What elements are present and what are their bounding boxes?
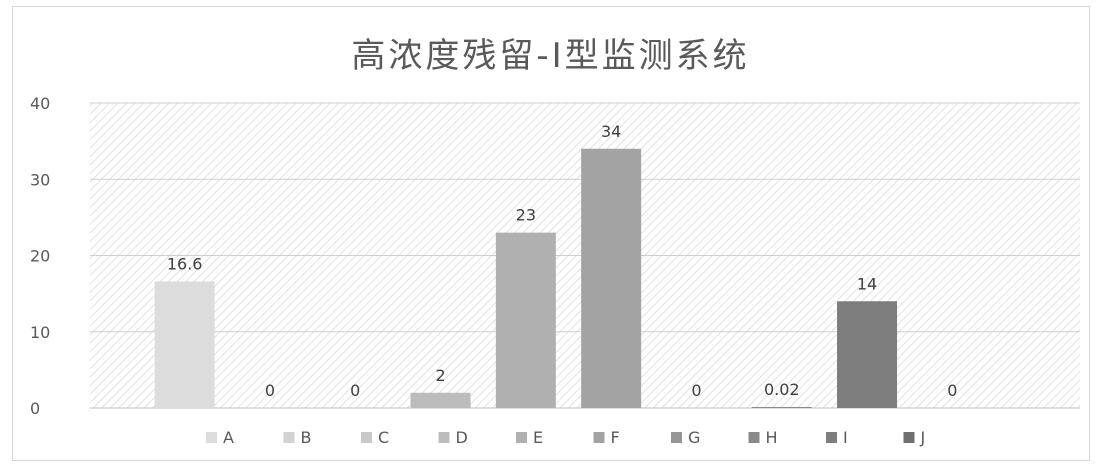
legend-label-d: D — [456, 428, 468, 447]
data-label-i: 14 — [857, 274, 877, 293]
bar-e — [495, 232, 556, 408]
y-tick-label: 30 — [30, 170, 50, 189]
legend-label-h: H — [766, 428, 778, 447]
legend-label-j: J — [920, 428, 926, 447]
legend-swatch-c — [361, 432, 372, 443]
chart-title: 高浓度残留-I型监测系统 — [351, 36, 750, 76]
data-label-g: 0 — [691, 381, 701, 400]
y-tick-label: 20 — [30, 247, 50, 266]
legend-swatch-b — [283, 432, 295, 443]
bar-h — [751, 407, 812, 408]
data-label-b: 0 — [265, 381, 275, 400]
legend-label-b: B — [301, 428, 312, 447]
data-label-h: 0.02 — [764, 380, 800, 399]
bar-d — [410, 392, 471, 408]
data-label-c: 0 — [350, 381, 360, 400]
legend-swatch-i — [826, 432, 837, 443]
data-label-e: 23 — [516, 206, 536, 225]
legend-label-c: C — [378, 428, 389, 447]
y-tick-label: 0 — [30, 399, 40, 418]
legend: A B C D E F G H I J — [206, 428, 925, 447]
legend-label-g: G — [688, 428, 700, 447]
legend-swatch-j — [903, 432, 915, 443]
legend-label-f: F — [611, 428, 620, 447]
y-tick-label: 40 — [30, 94, 50, 113]
data-label-d: 2 — [435, 366, 445, 385]
legend-label-e: E — [533, 428, 543, 447]
bar-f — [581, 148, 642, 408]
legend-swatch-d — [438, 432, 450, 443]
legend-swatch-e — [516, 432, 527, 443]
bar-a — [154, 281, 215, 408]
legend-swatch-h — [748, 432, 760, 443]
legend-swatch-a — [206, 432, 217, 443]
data-label-a: 16.6 — [167, 254, 203, 273]
data-label-j: 0 — [947, 381, 957, 400]
legend-swatch-g — [671, 432, 682, 443]
y-tick-label: 10 — [30, 323, 50, 342]
legend-label-i: I — [843, 428, 848, 447]
legend-label-a: A — [223, 428, 234, 447]
data-label-f: 34 — [601, 122, 621, 141]
legend-swatch-f — [593, 432, 605, 443]
bar-i — [837, 301, 898, 408]
